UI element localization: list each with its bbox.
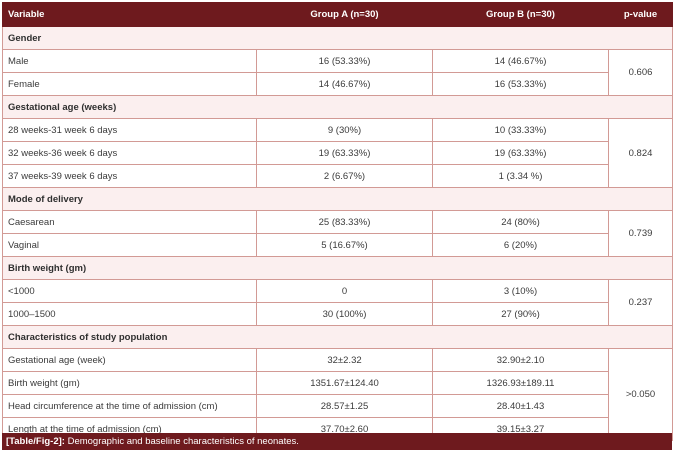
group-a-cell: 16 (53.33%) — [256, 49, 433, 73]
section-row: Mode of delivery — [2, 187, 673, 211]
variable-cell: 37 weeks-39 week 6 days — [2, 164, 257, 188]
group-b-cell: 32.90±2.10 — [432, 348, 609, 372]
table-row: 28 weeks-31 week 6 days 9 (30%) 10 (33.33%… — [2, 118, 673, 188]
table-row: Vaginal 5 (16.67%) 6 (20%) — [2, 233, 673, 257]
p-value-cell: 0.606 — [608, 49, 673, 96]
table-row: 37 weeks-39 week 6 days 2 (6.67%) 1 (3.34 … — [2, 164, 673, 188]
group-b-cell: 28.40±1.43 — [432, 394, 609, 418]
section-title: Gestational age (weeks) — [2, 95, 673, 119]
group-a-cell: 25 (83.33%) — [256, 210, 433, 234]
section-title: Gender — [2, 26, 673, 50]
variable-cell: Female — [2, 72, 257, 96]
p-value-cell: 0.237 — [608, 279, 673, 326]
table-body: Gender Male 16 (53.33%) 14 (46.67%) 0.606 Fem… — [2, 26, 673, 441]
table-row: 32 weeks-36 week 6 days 19 (63.33%) 19 (63… — [2, 141, 673, 165]
section-title: Characteristics of study population — [2, 325, 673, 349]
variable-cell: Birth weight (gm) — [2, 371, 257, 395]
section-title: Mode of delivery — [2, 187, 673, 211]
group-b-cell: 19 (63.33%) — [432, 141, 609, 165]
group-b-cell: 1 (3.34 %) — [432, 164, 609, 188]
header-group-b: Group B (n=30) — [432, 2, 609, 27]
table-row: Birth weight (gm) 1351.67±124.40 1326.93±1… — [2, 371, 673, 395]
table-row: Female 14 (46.67%) 16 (53.33%) — [2, 72, 673, 96]
group-a-cell: 0 — [256, 279, 433, 303]
caption-tag: [Table/Fig-2]: — [6, 436, 65, 447]
group-b-cell: 27 (90%) — [432, 302, 609, 326]
group-a-cell: 14 (46.67%) — [256, 72, 433, 96]
table-row: <1000 0 3 (10%) 0.237 — [2, 279, 673, 326]
variable-cell: <1000 — [2, 279, 257, 303]
variable-cell: 1000–1500 — [2, 302, 257, 326]
variable-cell: Caesarean — [2, 210, 257, 234]
group-a-cell: 19 (63.33%) — [256, 141, 433, 165]
group-a-cell: 5 (16.67%) — [256, 233, 433, 257]
group-b-cell: 14 (46.67%) — [432, 49, 609, 73]
group-a-cell: 1351.67±124.40 — [256, 371, 433, 395]
table-row: 1000–1500 30 (100%) 27 (90%) — [2, 302, 673, 326]
group-b-cell: 3 (10%) — [432, 279, 609, 303]
table-caption: [Table/Fig-2]: Demographic and baseline … — [2, 433, 672, 450]
table-row: Head circumference at the time of admiss… — [2, 394, 673, 418]
variable-cell: 28 weeks-31 week 6 days — [2, 118, 257, 142]
header-variable: Variable — [2, 2, 257, 27]
variable-cell: Vaginal — [2, 233, 257, 257]
group-b-cell: 24 (80%) — [432, 210, 609, 234]
section-row: Gestational age (weeks) — [2, 95, 673, 119]
group-a-cell: 2 (6.67%) — [256, 164, 433, 188]
table-row: Male 16 (53.33%) 14 (46.67%) 0.606 — [2, 49, 673, 96]
group-a-cell: 9 (30%) — [256, 118, 433, 142]
characteristics-table: Variable Group A (n=30) Group B (n=30) p… — [2, 2, 673, 441]
group-a-cell: 28.57±1.25 — [256, 394, 433, 418]
section-row: Gender — [2, 26, 673, 50]
header-row: Variable Group A (n=30) Group B (n=30) p… — [2, 2, 673, 27]
p-value-cell: >0.050 — [608, 348, 673, 441]
variable-cell: Head circumference at the time of admiss… — [2, 394, 257, 418]
group-b-cell: 16 (53.33%) — [432, 72, 609, 96]
group-a-cell: 30 (100%) — [256, 302, 433, 326]
variable-cell: Male — [2, 49, 257, 73]
header-p-value: p-value — [608, 2, 673, 27]
section-row: Characteristics of study population — [2, 325, 673, 349]
table-row: Gestational age (week) 32±2.32 32.90±2.10 >… — [2, 348, 673, 441]
variable-cell: Gestational age (week) — [2, 348, 257, 372]
header-group-a: Group A (n=30) — [256, 2, 433, 27]
table-row: Caesarean 25 (83.33%) 24 (80%) 0.739 — [2, 210, 673, 257]
p-value-cell: 0.824 — [608, 118, 673, 188]
group-b-cell: 10 (33.33%) — [432, 118, 609, 142]
group-b-cell: 1326.93±189.11 — [432, 371, 609, 395]
group-a-cell: 32±2.32 — [256, 348, 433, 372]
section-title: Birth weight (gm) — [2, 256, 673, 280]
group-b-cell: 6 (20%) — [432, 233, 609, 257]
section-row: Birth weight (gm) — [2, 256, 673, 280]
variable-cell: 32 weeks-36 week 6 days — [2, 141, 257, 165]
caption-text: Demographic and baseline characteristics… — [64, 436, 299, 447]
p-value-cell: 0.739 — [608, 210, 673, 257]
